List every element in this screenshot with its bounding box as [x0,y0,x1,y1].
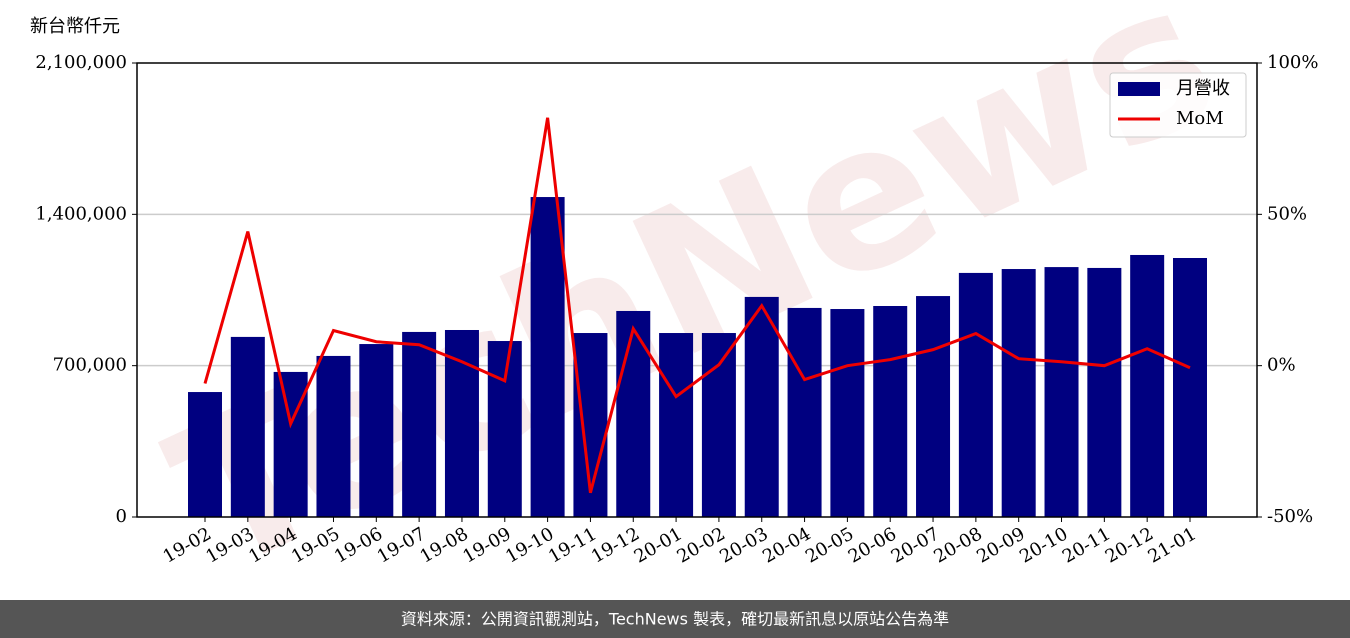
bar [273,371,308,517]
bar [958,272,993,517]
bar [316,355,351,517]
x-tick-label: 20-06 [845,523,900,567]
x-tick-label: 19-12 [588,523,643,567]
x-tick-label: 20-04 [759,523,814,567]
footer: 資料來源：公開資訊觀測站，TechNews 製表，確切最新訊息以原站公告為準 [401,610,949,629]
x-tick-label: 20-07 [888,523,943,567]
bar [1130,254,1165,517]
bar [744,296,779,517]
y-axis-label: 新台幣仟元 [30,16,120,37]
x-tick-label: 20-11 [1059,523,1114,567]
bar [530,197,565,518]
x-tick-label: 20-03 [716,523,771,567]
bar [1001,269,1036,517]
y2-tick-label: -50% [1267,506,1313,527]
legend-swatch [1118,82,1160,96]
bar [916,296,951,517]
bar [616,310,651,517]
x-tick-label: 20-09 [973,523,1028,567]
x-tick-label: 19-02 [160,523,215,567]
x-tick-label: 19-11 [545,523,600,567]
bar [359,344,394,517]
bar [830,309,865,517]
x-tick-label: 20-01 [631,523,686,567]
y-tick-label: 700,000 [53,355,127,376]
footer-bar [0,600,1350,638]
bar [230,336,265,517]
plot-frame [136,62,1258,518]
bar [188,392,222,517]
bar [787,307,822,517]
bar [701,333,736,517]
y-tick-label: 2,100,000 [35,52,127,73]
watermark: TechNews [140,0,1247,618]
legend-label: 月營收 [1176,78,1230,99]
bar [1044,267,1079,517]
y-tick-label: 0 [116,506,127,527]
bar [402,331,437,517]
line [203,117,1191,494]
y2-tick-label: 100% [1267,52,1318,73]
y2-tick-label: 50% [1267,203,1307,224]
bar [1173,258,1207,517]
y2-tick-label: 0% [1267,355,1296,376]
bar [659,333,694,517]
bar [487,341,522,517]
x-tick-label: 19-10 [502,523,557,567]
bar [873,305,908,517]
x-tick-label: 21-01 [1145,523,1200,567]
x-tick-label: 20-02 [673,523,728,567]
x-tick-label: 19-09 [459,523,514,567]
y-tick-label: 1,400,000 [35,203,127,224]
x-tick-label: 20-05 [802,523,857,567]
x-tick-label: 20-10 [1016,523,1071,567]
legend-label: MoM [1176,108,1224,129]
bar [1087,267,1122,517]
x-tick-label: 20-08 [930,523,985,567]
x-tick-label: 20-12 [1102,523,1157,567]
